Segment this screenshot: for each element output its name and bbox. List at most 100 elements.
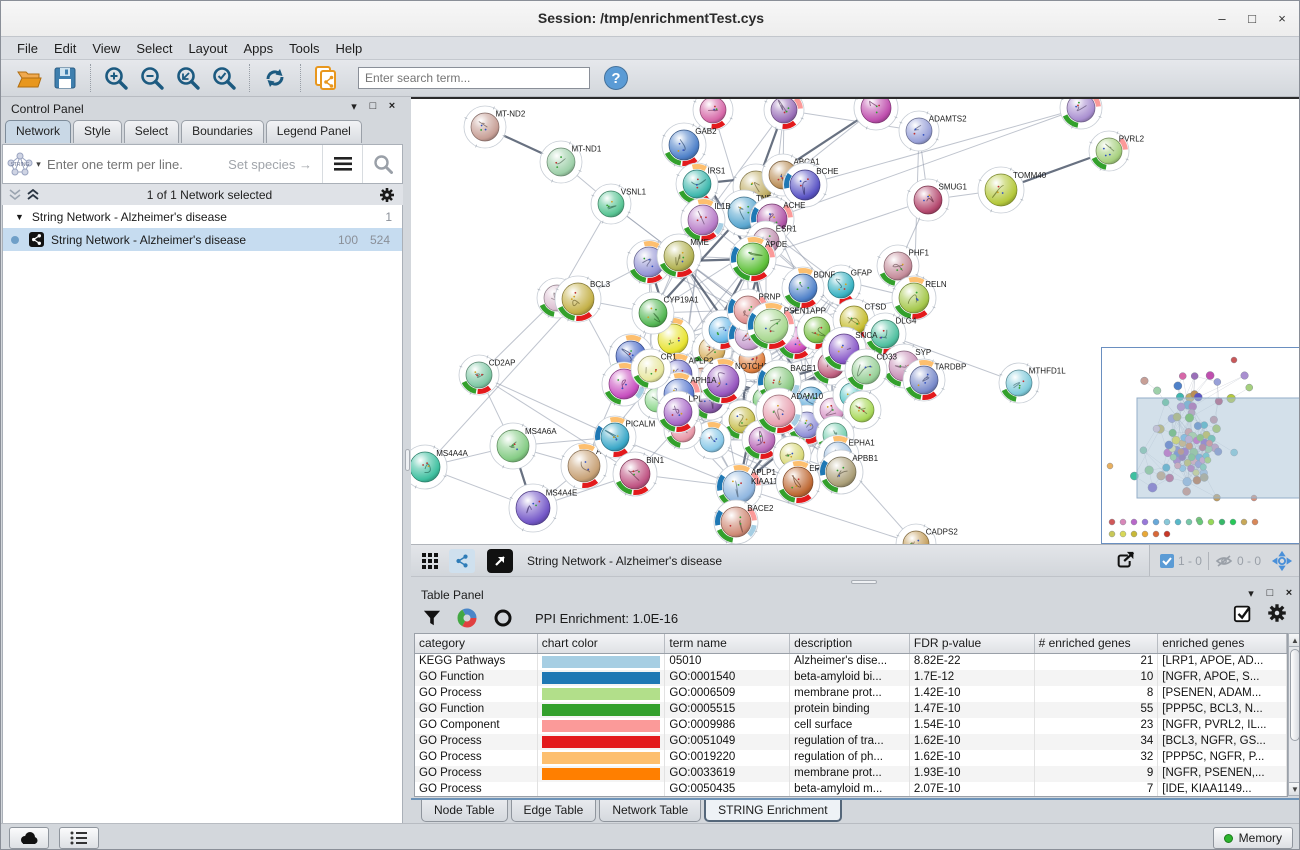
network-node-BCL3[interactable]: BCL3 [554, 275, 611, 323]
table-row[interactable]: GO Process GO:0006509 membrane prot... 1.42… [415, 686, 1287, 702]
panel-menu-icon[interactable]: ▾ [351, 101, 357, 113]
close-button[interactable]: × [1278, 11, 1286, 26]
column-header[interactable]: term name [665, 634, 791, 653]
eye-off-icon[interactable] [1215, 554, 1233, 568]
zoom-in-button[interactable] [100, 63, 132, 93]
set-species-hint[interactable]: Set species → [228, 156, 312, 172]
network-node[interactable] [763, 99, 805, 131]
network-view[interactable]: MT-ND2 MT-ND1 VSNL1 GAB2 ADAMTS2 PVRL2 TOMM40 S… [411, 97, 1300, 544]
network-from-file-button[interactable] [310, 63, 342, 93]
export-network-button[interactable] [1113, 549, 1139, 573]
open-session-button[interactable] [13, 63, 45, 93]
zoom-selected-button[interactable] [208, 63, 240, 93]
network-node-PICALM[interactable]: PICALM [593, 415, 656, 459]
network-node[interactable] [692, 420, 732, 460]
network-node-IL1B[interactable]: IL1B [680, 197, 731, 243]
panel-float-icon[interactable]: □ [369, 100, 377, 112]
network-node-MS4A4E[interactable]: MS4A4E [508, 483, 577, 533]
network-collection-row[interactable]: ▼ String Network - Alzheimer's disease 1 [3, 205, 402, 228]
network-node-RELN[interactable]: RELN [891, 275, 947, 321]
network-node[interactable] [1059, 99, 1103, 130]
network-node-MT-ND2[interactable]: MT-ND2 [463, 105, 526, 149]
collapse-all-icon[interactable] [8, 188, 22, 201]
tab-network[interactable]: Network [5, 120, 72, 143]
column-header[interactable]: chart color [538, 634, 666, 653]
gear-icon[interactable] [379, 187, 395, 203]
network-node[interactable] [692, 99, 734, 131]
menu-item-edit[interactable]: Edit [53, 40, 77, 56]
cloud-button[interactable] [9, 827, 49, 849]
network-node-EFNA5[interactable]: EFNA5 [775, 459, 836, 505]
string-search-button[interactable] [362, 145, 402, 183]
table-row[interactable]: KEGG Pathways 05010 Alzheimer's dise... 8.8… [415, 654, 1287, 670]
network-node-TOMM40[interactable]: TOMM40 [977, 166, 1047, 214]
zoom-fit-button[interactable] [172, 63, 204, 93]
ring-chart-button[interactable] [493, 608, 513, 628]
network-node-LPL[interactable]: LPL [656, 390, 703, 434]
network-node-ADAMTS2[interactable]: ADAMTS2 [898, 110, 967, 152]
network-row[interactable]: String Network - Alzheimer's disease 100… [3, 228, 402, 251]
network-node-CR1[interactable]: CR1 [630, 348, 677, 390]
network-node-MTHFD1L[interactable]: MTHFD1L [998, 362, 1066, 404]
tree-expand-icon[interactable]: ▼ [15, 211, 24, 222]
network-node-APBB1[interactable]: APBB1 [818, 449, 879, 495]
network-node-TARDBP[interactable]: TARDBP [902, 358, 966, 402]
search-input[interactable] [358, 67, 590, 89]
memory-button[interactable]: Memory [1212, 827, 1293, 849]
maximize-button[interactable]: □ [1248, 11, 1256, 26]
share-network-button[interactable] [449, 548, 475, 573]
settings-gear-icon[interactable] [1267, 603, 1287, 623]
panel-close-icon[interactable]: × [1285, 587, 1293, 599]
network-node-MT-ND1[interactable]: MT-ND1 [539, 140, 602, 184]
navigator-icon[interactable] [1271, 550, 1293, 572]
tab-select[interactable]: Select [123, 120, 180, 143]
network-node-PSEN1APP[interactable]: PSEN1APP [746, 301, 826, 351]
string-options-button[interactable] [322, 145, 362, 183]
table-row[interactable]: GO Process GO:0019220 regulation of ph... 1… [415, 750, 1287, 766]
network-node[interactable] [853, 99, 899, 131]
network-node-ADAM10[interactable]: ADAM10 [755, 387, 824, 435]
panel-float-icon[interactable]: □ [1266, 587, 1274, 599]
scrollbar-thumb[interactable] [1290, 649, 1299, 741]
chart-button[interactable] [457, 608, 477, 628]
table-row[interactable]: GO Process GO:0033619 membrane prot... 1.93… [415, 766, 1287, 782]
network-node-MS4A4A[interactable]: MS4A4A [411, 444, 468, 490]
table-row[interactable]: GO Process GO:0051049 regulation of tra...… [415, 734, 1287, 750]
expand-all-icon[interactable] [26, 188, 40, 201]
scroll-down-button[interactable]: ▼ [1289, 782, 1299, 795]
birds-eye-view[interactable] [1101, 347, 1299, 544]
menu-item-select[interactable]: Select [136, 40, 173, 56]
network-node-CD33[interactable]: CD33 [844, 348, 898, 392]
network-node-MME[interactable]: MME [656, 233, 709, 279]
network-node-GAB2[interactable]: GAB2 [661, 122, 717, 168]
table-row[interactable]: GO Component GO:0009986 cell surface 1.54E-… [415, 718, 1287, 734]
network-node-IRS1[interactable]: IRS1 [675, 162, 726, 206]
scroll-up-button[interactable]: ▲ [1289, 634, 1299, 647]
network-node-MS4A6A[interactable]: MS4A6A [489, 422, 557, 470]
zoom-out-button[interactable] [136, 63, 168, 93]
refresh-button[interactable] [259, 63, 291, 93]
column-header[interactable]: category [415, 634, 538, 653]
table-row[interactable]: GO Function GO:0001540 beta-amyloid bi... 1… [415, 670, 1287, 686]
menu-item-apps[interactable]: Apps [243, 40, 274, 56]
table-row[interactable]: GO Process GO:0050435 beta-amyloid m... 2.0… [415, 782, 1287, 796]
table-row[interactable]: GO Function GO:0005515 protein binding 1.47… [415, 702, 1287, 718]
network-node-BIN1[interactable]: BIN1 [612, 451, 665, 497]
network-graph[interactable]: MT-ND2 MT-ND1 VSNL1 GAB2 ADAMTS2 PVRL2 TOMM40 S… [411, 99, 1300, 544]
string-logo-icon[interactable]: STRING ▾ [3, 145, 43, 183]
checkbox-icon[interactable] [1159, 553, 1174, 568]
network-node-BACE2[interactable]: BACE2 [713, 499, 774, 544]
network-node[interactable] [842, 390, 882, 430]
column-header[interactable]: description [790, 634, 910, 653]
menu-item-view[interactable]: View [92, 40, 121, 56]
filter-button[interactable] [423, 609, 441, 627]
menu-item-file[interactable]: File [17, 40, 38, 56]
network-node-SMUG1[interactable]: SMUG1 [906, 178, 968, 222]
minimize-button[interactable]: – [1218, 11, 1226, 26]
menu-item-help[interactable]: Help [335, 40, 363, 56]
network-node-BDNF[interactable]: BDNF [781, 266, 835, 310]
tab-node-table[interactable]: Node Table [421, 800, 508, 822]
menu-item-tools[interactable]: Tools [289, 40, 320, 56]
column-header[interactable]: enriched genes [1158, 634, 1287, 653]
network-node-CYP19A1[interactable]: CYP19A1 [631, 291, 699, 335]
